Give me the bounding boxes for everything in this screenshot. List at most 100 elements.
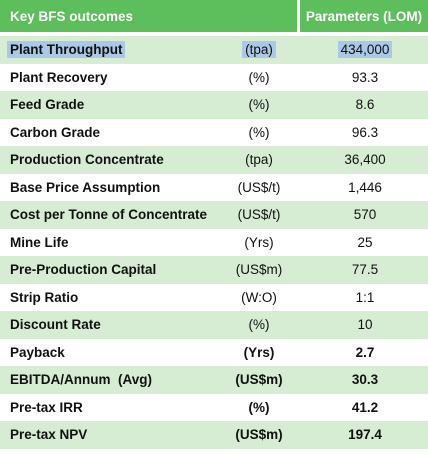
row-value: 434,000	[337, 41, 393, 59]
table-row: Pre-Production Capital (US$m) 77.5	[0, 256, 428, 284]
table-row: Mine Life (Yrs) 25	[0, 228, 428, 257]
row-value-cell: 96.3	[302, 119, 428, 147]
row-label-cell: EBITDA/Annum (Avg)	[0, 366, 216, 394]
row-label: Production Concentrate	[10, 152, 164, 168]
row-value: 10	[357, 317, 373, 333]
row-label: Plant Recovery	[10, 69, 108, 85]
table-row: Pre-tax NPV (US$m) 197.4	[0, 421, 428, 449]
row-label: Carbon Grade	[10, 124, 101, 140]
table-row: Plant Recovery (%) 93.3	[0, 63, 428, 92]
row-unit: (%)	[248, 399, 270, 415]
row-unit-cell: (%)	[216, 311, 302, 339]
row-label: EBITDA/Annum (Avg)	[10, 372, 152, 388]
row-unit: (%)	[248, 97, 270, 113]
row-value: 1:1	[355, 289, 375, 305]
row-label: Strip Ratio	[10, 289, 79, 305]
header-divider	[296, 0, 300, 32]
row-label-cell: Pre-tax IRR	[0, 394, 216, 422]
row-unit: (tpa)	[245, 152, 273, 168]
row-value-cell: 197.4	[302, 421, 428, 449]
row-unit: (%)	[248, 124, 270, 140]
row-label-cell: Mine Life	[0, 229, 216, 257]
row-unit-cell: (Yrs)	[216, 339, 302, 367]
table-row: Carbon Grade (%) 96.3	[0, 118, 428, 147]
row-unit-cell: (%)	[216, 394, 302, 422]
row-value: 77.5	[351, 262, 379, 278]
row-value-cell: 93.3	[302, 64, 428, 92]
row-unit-cell: (US$m)	[216, 366, 302, 394]
row-unit: (tpa)	[242, 41, 276, 59]
row-unit: (%)	[248, 317, 270, 333]
row-label: Feed Grade	[10, 97, 85, 113]
row-unit-cell: (US$/t)	[216, 201, 302, 229]
row-value-cell: 8.6	[302, 91, 428, 119]
header-outcomes: Key BFS outcomes	[0, 0, 212, 32]
row-label-cell: Production Concentrate	[0, 146, 216, 174]
row-value: 2.7	[355, 344, 375, 360]
table-row: Pre-tax IRR (%) 41.2	[0, 393, 428, 422]
row-value: 197.4	[348, 427, 382, 443]
row-unit: (US$m)	[235, 262, 283, 278]
row-unit: (W:O)	[241, 289, 277, 305]
row-value: 25	[357, 234, 373, 250]
row-value: 96.3	[351, 124, 379, 140]
row-label-cell: Pre-Production Capital	[0, 256, 216, 284]
row-label-cell: Strip Ratio	[0, 284, 216, 312]
row-value: 8.6	[355, 97, 375, 113]
table-row: Plant Throughput (tpa) 434,000	[0, 36, 428, 64]
table-row: Discount Rate (%) 10	[0, 311, 428, 339]
row-value-cell: 570	[302, 201, 428, 229]
row-value-cell: 41.2	[302, 394, 428, 422]
row-unit-cell: (tpa)	[216, 146, 302, 174]
row-value-cell: 1:1	[302, 284, 428, 312]
row-unit-cell: (US$m)	[216, 256, 302, 284]
row-value-cell: 434,000	[302, 36, 428, 64]
table-row: Cost per Tonne of Concentrate (US$/t) 57…	[0, 201, 428, 229]
row-label: Base Price Assumption	[10, 179, 161, 195]
table-row: Production Concentrate (tpa) 36,400	[0, 146, 428, 174]
row-value: 30.3	[351, 372, 379, 388]
table-row: Payback (Yrs) 2.7	[0, 338, 428, 367]
header-parameters-label: Parameters (LOM)	[305, 8, 423, 24]
row-unit: (US$m)	[235, 427, 283, 443]
table-row: Strip Ratio (W:O) 1:1	[0, 283, 428, 312]
table-row: Base Price Assumption (US$/t) 1,446	[0, 173, 428, 202]
row-unit-cell: (W:O)	[216, 284, 302, 312]
row-value-cell: 77.5	[302, 256, 428, 284]
row-label-cell: Base Price Assumption	[0, 174, 216, 202]
header-parameters: Parameters (LOM)	[299, 0, 428, 32]
row-unit: (Yrs)	[244, 234, 274, 250]
table-row: Feed Grade (%) 8.6	[0, 91, 428, 119]
row-label: Pre-Production Capital	[10, 262, 157, 278]
row-value: 570	[353, 207, 377, 223]
row-unit: (Yrs)	[243, 344, 275, 360]
row-value-cell: 36,400	[302, 146, 428, 174]
row-value: 93.3	[351, 69, 379, 85]
row-label-cell: Plant Throughput	[0, 36, 216, 64]
row-unit: (US$/t)	[237, 207, 281, 223]
row-unit: (%)	[248, 69, 270, 85]
row-unit-cell: (tpa)	[216, 36, 302, 64]
row-unit-cell: (%)	[216, 119, 302, 147]
row-value-cell: 30.3	[302, 366, 428, 394]
row-label-cell: Cost per Tonne of Concentrate	[0, 201, 216, 229]
row-label: Discount Rate	[10, 317, 101, 333]
row-unit: (US$m)	[235, 372, 283, 388]
row-label-cell: Feed Grade	[0, 91, 216, 119]
row-value-cell: 10	[302, 311, 428, 339]
row-unit-cell: (US$/t)	[216, 174, 302, 202]
header-outcomes-label: Key BFS outcomes	[10, 8, 134, 24]
row-value: 41.2	[351, 399, 379, 415]
row-label: Pre-tax NPV	[10, 427, 88, 443]
row-label-cell: Plant Recovery	[0, 64, 216, 92]
table-row: EBITDA/Annum (Avg) (US$m) 30.3	[0, 366, 428, 394]
row-unit-cell: (%)	[216, 91, 302, 119]
row-unit-cell: (US$m)	[216, 421, 302, 449]
row-label-cell: Carbon Grade	[0, 119, 216, 147]
row-label: Mine Life	[10, 234, 69, 250]
row-label-cell: Discount Rate	[0, 311, 216, 339]
row-label-cell: Pre-tax NPV	[0, 421, 216, 449]
row-value-cell: 2.7	[302, 339, 428, 367]
table-header: Key BFS outcomes Parameters (LOM)	[0, 0, 428, 32]
